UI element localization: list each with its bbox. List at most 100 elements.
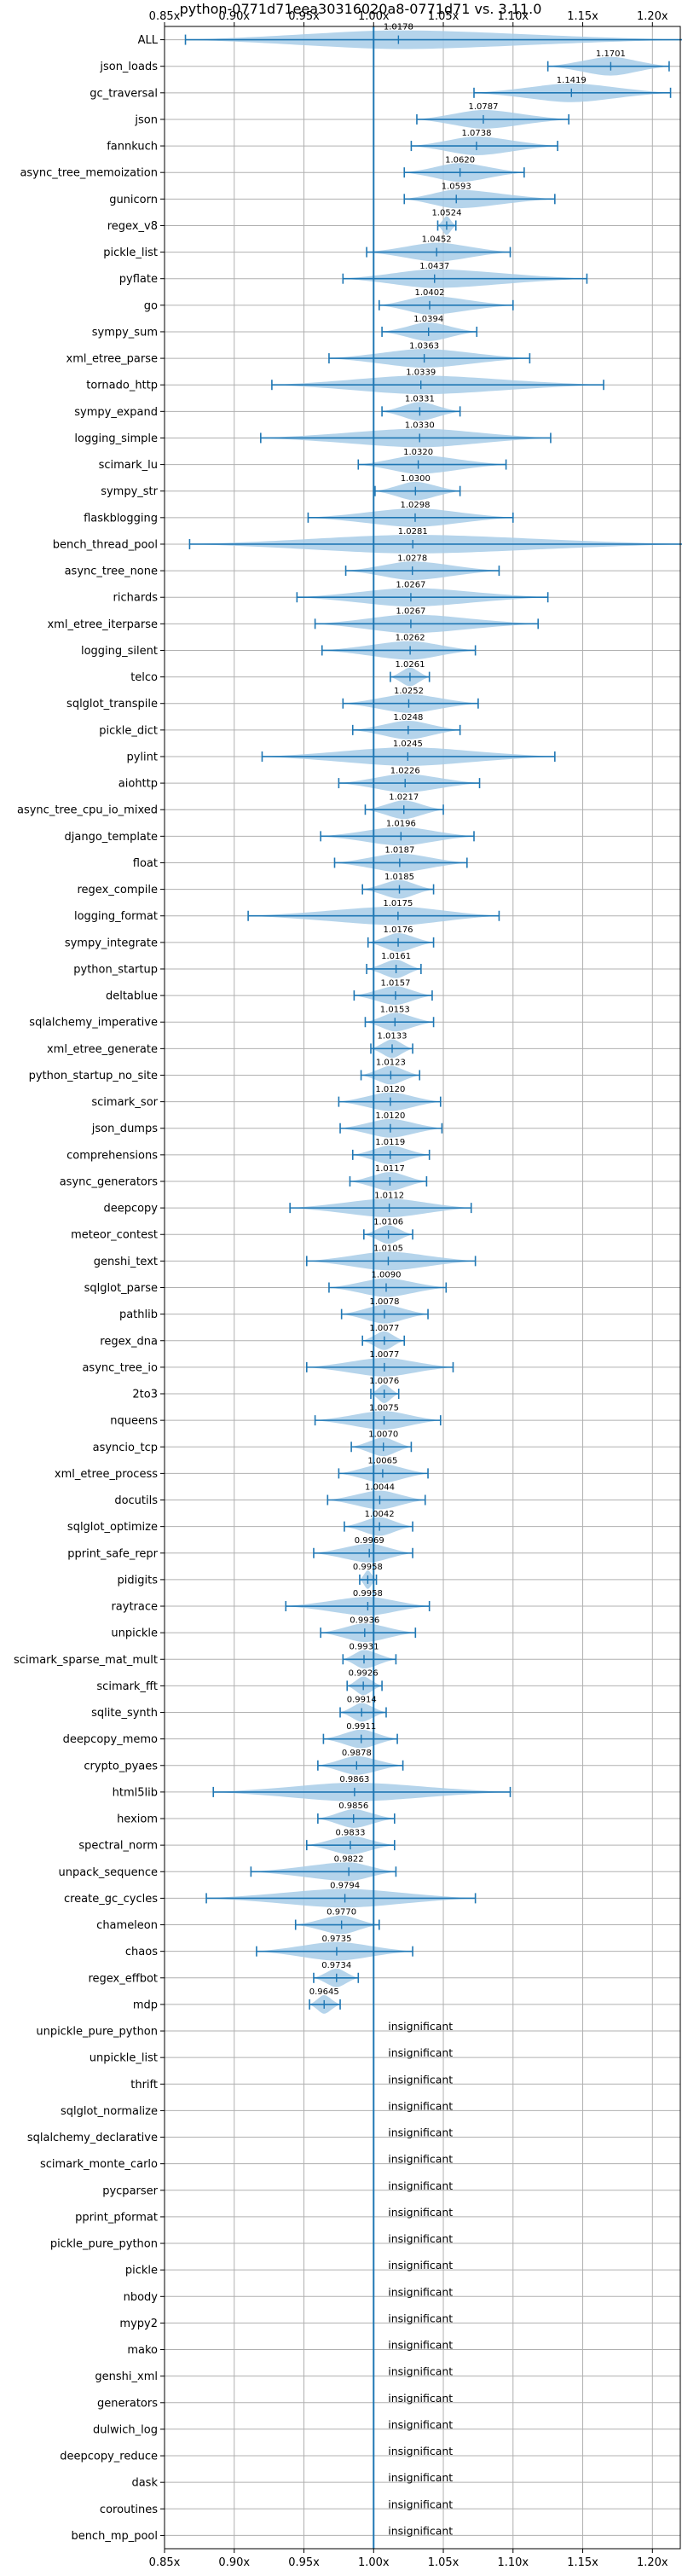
benchmark-label: crypto_pyaes — [84, 1760, 158, 1772]
benchmark-label: sympy_sum — [92, 326, 158, 339]
value-label: 1.0123 — [376, 1059, 406, 1068]
benchmark-label: float — [133, 857, 158, 870]
value-label: 1.0262 — [396, 634, 425, 643]
benchmark-label: bench_thread_pool — [53, 538, 158, 551]
value-label: 0.9936 — [350, 1616, 379, 1625]
benchmark-label: 2to3 — [132, 1389, 158, 1401]
benchmark-label: pprint_pformat — [75, 2211, 158, 2224]
x-tick-label-top: 1.05x — [428, 10, 459, 23]
value-label: 0.9969 — [355, 1536, 384, 1546]
value-label: 1.0738 — [461, 129, 491, 138]
benchmark-label: sqlglot_parse — [84, 1282, 158, 1295]
value-label: 0.9958 — [353, 1589, 383, 1598]
insignificant-label: insignificant — [388, 2418, 453, 2431]
value-label: 1.1419 — [557, 76, 587, 85]
benchmark-label: dulwich_log — [93, 2423, 158, 2436]
value-label: 0.9770 — [327, 1908, 356, 1917]
benchmark-label: pyflate — [119, 273, 158, 286]
benchmark-label: gc_traversal — [90, 87, 158, 100]
benchmark-label: gunicorn — [109, 194, 158, 206]
insignificant-label: insignificant — [388, 2073, 453, 2086]
value-label: 0.9822 — [334, 1854, 364, 1864]
benchmark-label: thrift — [130, 2079, 158, 2092]
benchmark-label: sqlalchemy_declarative — [27, 2132, 158, 2144]
benchmark-label: comprehensions — [66, 1149, 158, 1162]
value-label: 1.0394 — [413, 315, 443, 324]
value-label: 1.0106 — [373, 1217, 403, 1227]
value-label: 1.0226 — [390, 766, 420, 775]
benchmark-label: unpickle_list — [90, 2052, 158, 2065]
plot-frame — [164, 26, 681, 2550]
benchmark-label: xml_etree_generate — [47, 1043, 158, 1056]
benchmark-label: regex_v8 — [107, 220, 158, 233]
value-label: 1.0105 — [373, 1244, 403, 1254]
value-label: 1.0119 — [375, 1138, 405, 1147]
value-label: 0.9645 — [309, 1987, 339, 1997]
value-label: 1.0042 — [365, 1510, 395, 1519]
benchmark-label: create_gc_cycles — [64, 1893, 158, 1906]
insignificant-label: insignificant — [388, 2232, 453, 2245]
value-label: 1.0245 — [393, 740, 423, 749]
value-label: 0.9833 — [335, 1828, 365, 1837]
value-label: 1.0339 — [406, 368, 436, 377]
benchmark-label: pathlib — [119, 1308, 158, 1321]
value-label: 1.0178 — [384, 23, 413, 32]
benchmark-label: tornado_http — [86, 380, 158, 392]
value-label: 1.0044 — [365, 1483, 395, 1493]
benchmark-label: mako — [127, 2344, 158, 2357]
benchmark-label: deltablue — [106, 990, 158, 1003]
value-label: 1.0153 — [380, 1005, 410, 1014]
value-label: 1.0281 — [398, 527, 428, 537]
benchmark-label: coroutines — [100, 2503, 158, 2516]
benchmark-label: scimark_sor — [91, 1096, 158, 1109]
value-label: 1.0065 — [367, 1457, 397, 1466]
benchmark-label: xml_etree_process — [55, 1468, 158, 1481]
benchmark-label: meteor_contest — [71, 1229, 158, 1242]
benchmark-label: sqlite_synth — [91, 1707, 158, 1720]
benchmark-label: sqlalchemy_imperative — [29, 1017, 158, 1030]
x-tick-label-bottom: 0.95x — [288, 2556, 320, 2569]
value-label: 1.0524 — [431, 209, 461, 218]
benchmark-label: scimark_fft — [96, 1680, 158, 1693]
benchmark-label: pickle_dict — [99, 724, 158, 737]
benchmark-label: python_startup_no_site — [29, 1070, 158, 1082]
value-label: 1.0402 — [415, 288, 445, 298]
value-label: 1.0298 — [400, 501, 430, 510]
value-label: 1.0161 — [381, 952, 411, 961]
benchmark-label: ALL — [138, 34, 159, 47]
value-label: 1.0267 — [396, 580, 425, 589]
x-tick-label-bottom: 0.85x — [149, 2556, 181, 2569]
value-label: 1.0175 — [383, 899, 413, 908]
value-label: 1.0120 — [375, 1111, 405, 1121]
insignificant-label: insignificant — [388, 2020, 453, 2033]
value-label: 0.9863 — [339, 1775, 369, 1784]
benchmark-label: genshi_xml — [95, 2370, 158, 2383]
value-label: 0.9735 — [321, 1935, 351, 1944]
value-label: 1.0120 — [375, 1085, 405, 1094]
benchmark-label: mypy2 — [119, 2318, 158, 2330]
benchmark-label: async_tree_memoization — [20, 167, 158, 180]
x-tick-label-bottom: 1.20x — [637, 2556, 668, 2569]
value-label: 1.0363 — [409, 341, 439, 351]
benchmark-label: scimark_sparse_mat_mult — [14, 1654, 158, 1667]
value-label: 1.0133 — [378, 1032, 407, 1041]
benchmark-label: deepcopy_reduce — [60, 2451, 158, 2463]
value-label: 1.0187 — [384, 846, 414, 856]
value-label: 1.0090 — [371, 1271, 401, 1280]
benchmark-label: fannkuch — [107, 141, 158, 154]
benchmark-label: xml_etree_parse — [66, 353, 158, 366]
insignificant-label: insignificant — [388, 2099, 453, 2112]
benchmark-label: sympy_str — [101, 485, 158, 498]
value-label: 1.0330 — [405, 421, 435, 431]
axis-layer: 0.85x 0.85x 0.90x 0.90x 0.95x 0.95x 1.00x 1.00x… — [14, 10, 681, 2569]
benchmark-label: logging_format — [74, 910, 158, 923]
insignificant-label: insignificant — [388, 2524, 453, 2537]
benchmark-label: regex_effbot — [88, 1972, 158, 1985]
value-label: 1.0331 — [405, 395, 435, 404]
insignificant-label: insignificant — [388, 2498, 453, 2510]
value-label: 1.0076 — [369, 1377, 399, 1386]
x-tick-label-top: 1.15x — [567, 10, 598, 23]
benchmark-label: pickle — [125, 2265, 158, 2277]
benchmark-label: sqlglot_optimize — [67, 1521, 158, 1534]
